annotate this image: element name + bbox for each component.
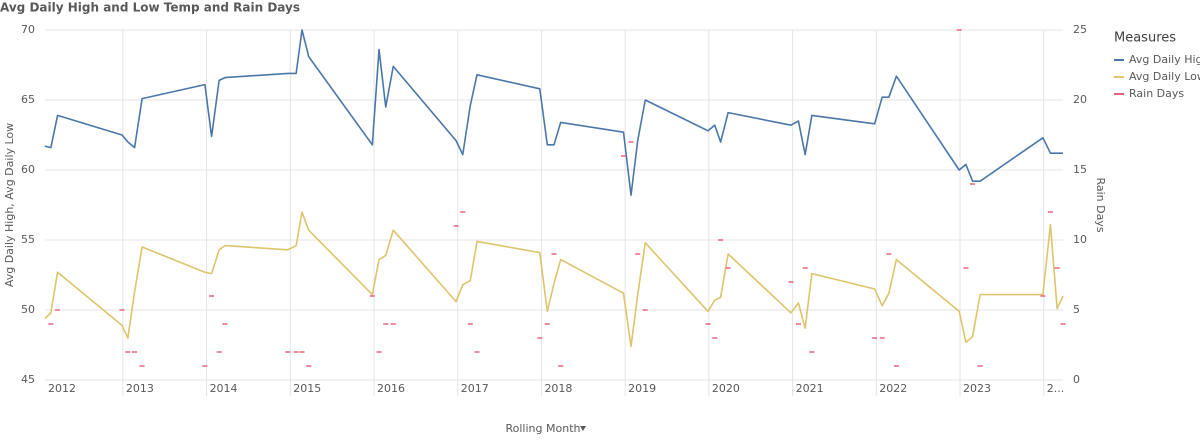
x-tick-label: 2016 (377, 382, 405, 395)
y-tick-label: 70 (21, 23, 35, 36)
legend-title: Measures (1114, 31, 1176, 46)
series-line (44, 211, 1064, 348)
y-axis-label: Avg Daily High, Avg Daily Low (3, 123, 16, 287)
x-tick-label: 2020 (712, 382, 740, 395)
y2-tick-label: 20 (1073, 93, 1087, 106)
y2-tick-label: 10 (1073, 233, 1087, 246)
x-tick-label: 2015 (293, 382, 321, 395)
x-axis-label[interactable]: Rolling Month (506, 422, 581, 435)
x-tick-label: 2023 (963, 382, 991, 395)
x-tick-label: 2014 (210, 382, 238, 395)
x-tick-label: 2017 (461, 382, 489, 395)
x-tick-label: 2012 (48, 382, 76, 395)
x-tick-label: 2... (1047, 382, 1065, 395)
series-line (44, 29, 1063, 196)
legend-label: Rain Days (1129, 87, 1184, 100)
y2-tick-label: 15 (1073, 163, 1087, 176)
x-tick-label: 2018 (544, 382, 572, 395)
y2-tick-label: 25 (1073, 23, 1087, 36)
y-tick-label: 50 (21, 303, 35, 316)
x-tick-label: 2022 (879, 382, 907, 395)
legend-label: Avg Daily Low (1129, 70, 1200, 83)
y2-tick-label: 0 (1073, 373, 1080, 386)
y-tick-label: 60 (21, 163, 35, 176)
y-tick-label: 55 (21, 233, 35, 246)
x-tick-label: 2013 (126, 382, 154, 395)
y-tick-label: 45 (21, 373, 35, 386)
legend-label: Avg Daily High (1129, 53, 1200, 66)
y2-axis-label: Rain Days (1094, 177, 1107, 232)
dropdown-arrow[interactable] (580, 426, 586, 431)
chart-title: Avg Daily High and Low Temp and Rain Day… (0, 1, 300, 15)
y-tick-label: 65 (21, 93, 35, 106)
x-tick-label: 2019 (628, 382, 656, 395)
y2-tick-label: 5 (1073, 303, 1080, 316)
x-tick-label: 2021 (796, 382, 824, 395)
